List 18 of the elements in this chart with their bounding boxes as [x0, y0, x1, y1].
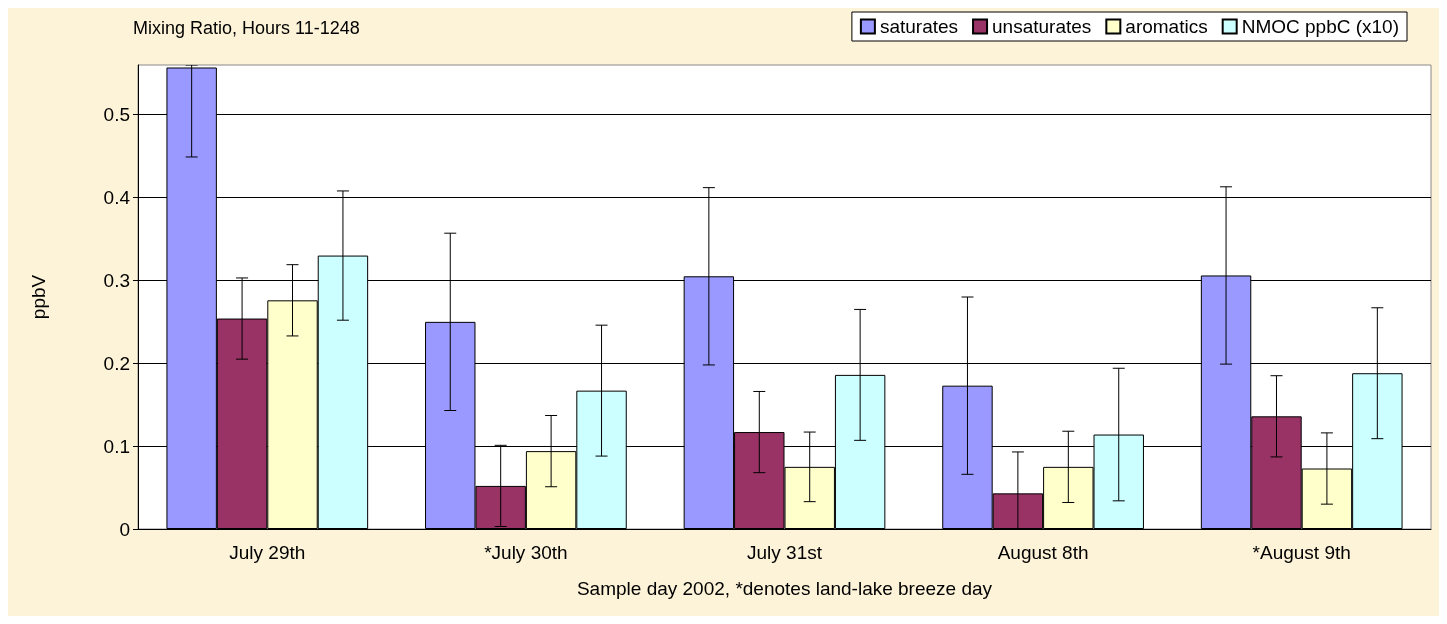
- legend-label: NMOC ppbC (x10): [1241, 16, 1400, 37]
- y-tick-label: 0.2: [103, 352, 130, 374]
- legend-label: unsaturates: [992, 16, 1092, 37]
- legend-label: saturates: [879, 16, 959, 37]
- y-tick-label: 0.5: [103, 104, 130, 126]
- x-tick-label: August 8th: [997, 542, 1089, 563]
- y-axis-title: ppbV: [28, 274, 49, 320]
- chart-title: Mixing Ratio, Hours 11-1248: [133, 18, 360, 38]
- x-tick-label: July 31st: [747, 542, 823, 563]
- x-tick-label: *August 9th: [1252, 542, 1351, 563]
- legend-label: aromatics: [1125, 16, 1208, 37]
- y-tick-label: 0.1: [103, 435, 130, 457]
- x-tick-label: *July 30th: [484, 542, 568, 563]
- y-tick-label: 0.4: [103, 187, 131, 209]
- x-tick-label: July 29th: [229, 542, 306, 563]
- x-axis-title: Sample day 2002, *denotes land-lake breeze day: [576, 578, 993, 599]
- y-tick-label: 0: [119, 518, 130, 540]
- y-tick-label: 0.3: [103, 269, 130, 291]
